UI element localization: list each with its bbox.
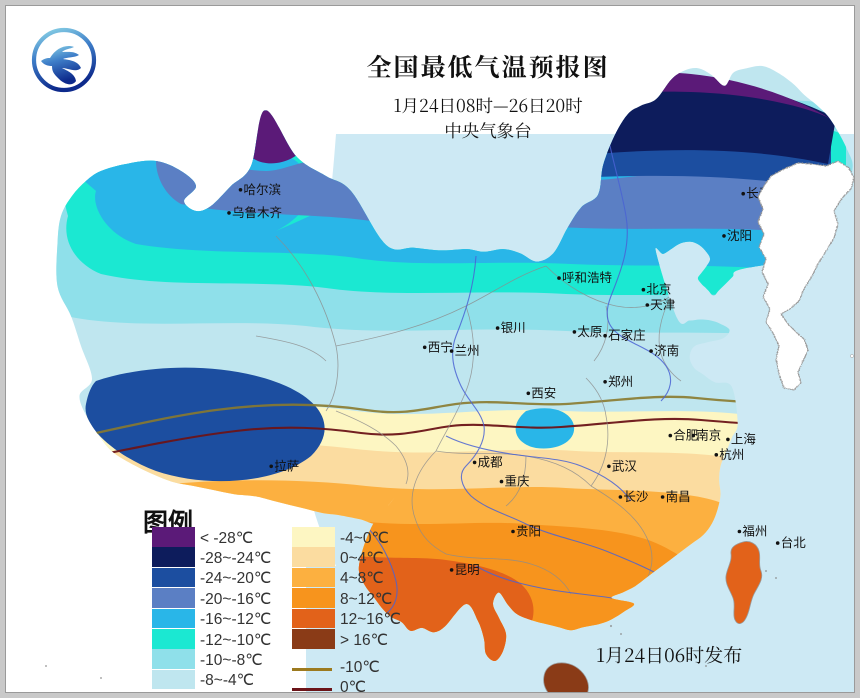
svg-text:西宁: 西宁 xyxy=(428,339,453,354)
svg-text:杭州: 杭州 xyxy=(719,447,744,462)
svg-text:昆明: 昆明 xyxy=(455,563,480,577)
svg-text:乌鲁木齐: 乌鲁木齐 xyxy=(232,205,283,220)
svg-text:太原: 太原 xyxy=(577,324,602,339)
svg-text:成都: 成都 xyxy=(478,455,504,469)
svg-text:重庆: 重庆 xyxy=(505,474,531,489)
svg-text:天津: 天津 xyxy=(650,298,675,312)
svg-text:济南: 济南 xyxy=(654,343,679,358)
svg-text:沈阳: 沈阳 xyxy=(727,228,752,243)
svg-text:上海: 上海 xyxy=(731,431,757,446)
svg-text:北京: 北京 xyxy=(646,283,671,297)
svg-text:福州: 福州 xyxy=(742,524,767,539)
svg-text:南京: 南京 xyxy=(696,428,721,443)
svg-text:贵阳: 贵阳 xyxy=(516,525,541,539)
svg-text:郑州: 郑州 xyxy=(608,374,633,389)
svg-text:南昌: 南昌 xyxy=(666,489,691,504)
svg-text:石家庄: 石家庄 xyxy=(608,328,646,343)
svg-text:拉萨: 拉萨 xyxy=(274,458,299,473)
svg-text:合肥: 合肥 xyxy=(673,428,699,443)
svg-text:银川: 银川 xyxy=(501,321,526,335)
svg-text:西安: 西安 xyxy=(531,385,556,400)
svg-text:哈尔滨: 哈尔滨 xyxy=(244,182,282,197)
svg-text:武汉: 武汉 xyxy=(612,459,638,473)
svg-text:长沙: 长沙 xyxy=(623,490,649,504)
svg-text:兰州: 兰州 xyxy=(455,344,480,358)
svg-text:台北: 台北 xyxy=(781,535,807,550)
svg-text:呼和浩特: 呼和浩特 xyxy=(562,270,612,285)
